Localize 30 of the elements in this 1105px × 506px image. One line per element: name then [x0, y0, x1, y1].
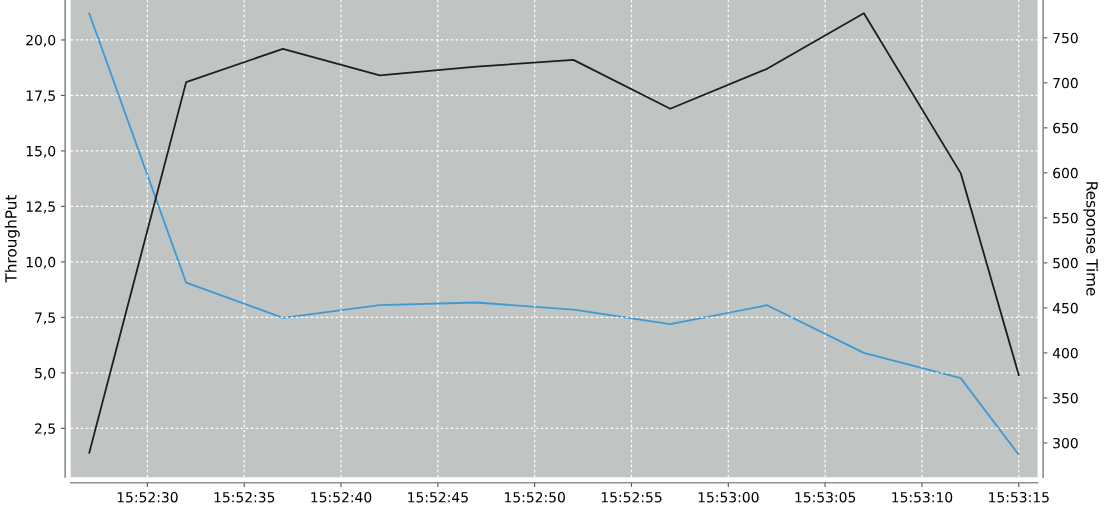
- y2-tick-label: 300: [1053, 437, 1078, 449]
- y2-tick-label: 450: [1052, 302, 1078, 314]
- y2-tick-label: 500: [1053, 257, 1078, 269]
- y2-tick-label: 700: [1053, 77, 1078, 89]
- y-tick-label: 7,5: [35, 312, 55, 325]
- x-tick-label: 15:53:15: [989, 491, 1049, 503]
- y-tick-label: 5,0: [35, 367, 56, 380]
- y-tick-label: 10,0: [26, 256, 56, 269]
- x-tick-label: 15:52:35: [214, 491, 275, 503]
- y2-axis-title: Response Time: [1083, 182, 1099, 296]
- x-tick-label: 15:52:30: [117, 491, 178, 503]
- y2-tick-label: 350: [1053, 392, 1078, 404]
- x-tick-label: 15:53:05: [795, 491, 856, 503]
- y-tick-label: 20,0: [26, 34, 56, 47]
- x-tick-label: 15:53:10: [892, 491, 953, 503]
- y-tick-label: 12,5: [26, 201, 55, 214]
- x-tick-label: 15:53:00: [698, 491, 759, 503]
- y-tick-label: 17,5: [26, 90, 55, 103]
- y2-tick-label: 650: [1053, 122, 1078, 134]
- x-tick-label: 15:52:45: [408, 491, 468, 503]
- y2-tick-label: 550: [1053, 212, 1078, 224]
- y-tick-label: 2,5: [35, 423, 55, 436]
- y2-tick-label: 600: [1053, 167, 1078, 179]
- y-axis-title: ThroughPut: [4, 194, 20, 283]
- x-tick-label: 15:52:50: [505, 491, 565, 503]
- x-tick-label: 15:52:55: [601, 491, 662, 503]
- y2-tick-label: 400: [1052, 347, 1078, 359]
- y2-tick-label: 750: [1053, 32, 1078, 44]
- x-tick-label: 15:52:40: [311, 491, 372, 503]
- y-tick-label: 15,0: [26, 145, 56, 158]
